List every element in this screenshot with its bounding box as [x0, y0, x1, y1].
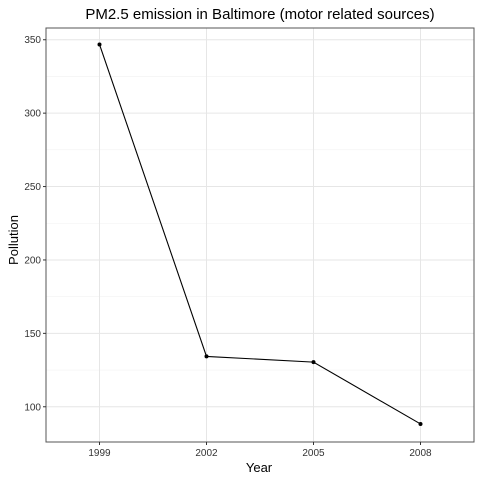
series-line — [98, 44, 421, 425]
y-tick-label: 300 — [24, 109, 41, 120]
y-tick-label: 350 — [24, 35, 41, 46]
x-tick-label: 1999 — [88, 448, 111, 459]
series — [97, 42, 423, 426]
data-point — [97, 42, 102, 47]
y-axis-title: Pollution — [6, 215, 21, 265]
x-axis: 1999 2002 2005 2008 — [88, 442, 432, 459]
x-tick-label: 2005 — [302, 448, 325, 459]
y-tick-label: 200 — [24, 255, 41, 266]
y-tick-label: 250 — [24, 182, 41, 193]
y-tick-label: 100 — [24, 402, 41, 413]
data-point — [204, 354, 209, 359]
plot-panel — [45, 27, 475, 443]
grid — [46, 28, 474, 442]
y-tick-label: 150 — [24, 329, 41, 340]
chart-title: PM2.5 emission in Baltimore (motor relat… — [85, 6, 434, 23]
x-tick-label: 2002 — [195, 448, 218, 459]
y-axis: 100 150 200 250 300 350 — [24, 35, 46, 413]
data-point — [311, 360, 316, 365]
x-axis-title: Year — [246, 460, 273, 475]
data-point — [418, 421, 423, 426]
x-tick-label: 2008 — [409, 448, 432, 459]
